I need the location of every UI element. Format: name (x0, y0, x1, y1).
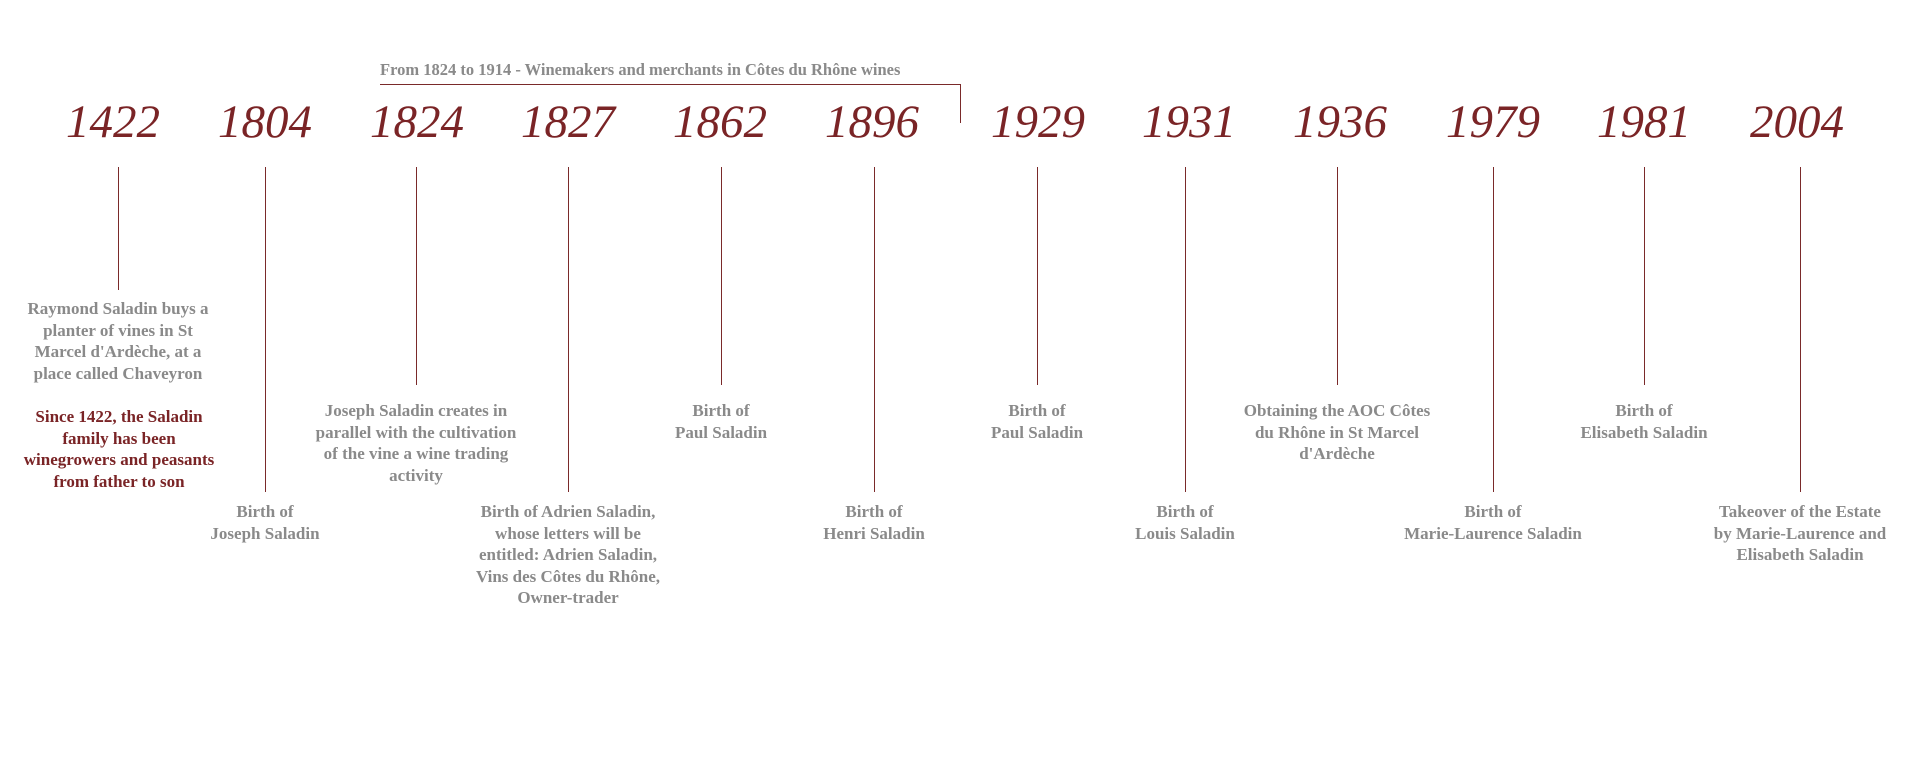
stem-1804 (265, 167, 266, 492)
stem-1422 (118, 167, 119, 290)
year-1936: 1936 (1293, 96, 1387, 148)
event-text-1931: Birth of Louis Saladin (1135, 502, 1235, 543)
stem-1979 (1493, 167, 1494, 492)
year-2004: 2004 (1750, 96, 1844, 148)
event-text-1862: Birth of Paul Saladin (674, 401, 768, 442)
event-text-2004: Takeover of the Estate by Marie-Laurence… (1713, 502, 1887, 564)
year-1931: 1931 (1142, 96, 1236, 148)
stem-1827 (568, 167, 569, 492)
year-1981: 1981 (1597, 96, 1691, 148)
year-1896: 1896 (825, 96, 919, 148)
stem-1931 (1185, 167, 1186, 492)
event-text-1929: Birth of Paul Saladin (990, 401, 1084, 442)
year-1804: 1804 (218, 96, 312, 148)
event-text-1422: Raymond Saladin buys a planter of vines … (27, 299, 209, 383)
period-bracket (380, 84, 961, 123)
event-note-1422: Since 1422, the Saladin family has been … (23, 407, 215, 491)
event-text-1896: Birth of Henri Saladin (823, 502, 925, 543)
stem-1936 (1337, 167, 1338, 385)
event-text-1827: Birth of Adrien Saladin, whose letters w… (475, 502, 661, 607)
year-1862: 1862 (673, 96, 767, 148)
year-1422: 1422 (66, 96, 160, 148)
year-1929: 1929 (991, 96, 1085, 148)
stem-1862 (721, 167, 722, 385)
year-1824: 1824 (370, 96, 464, 148)
event-text-1824: Joseph Saladin creates in parallel with … (315, 401, 517, 485)
event-text-1936: Obtaining the AOC Côtes du Rhône in St M… (1243, 401, 1431, 463)
stem-2004 (1800, 167, 1801, 492)
period-label: From 1824 to 1914 - Winemakers and merch… (380, 60, 901, 79)
stem-1824 (416, 167, 417, 385)
year-1979: 1979 (1446, 96, 1540, 148)
event-text-1804: Birth of Joseph Saladin (210, 502, 320, 543)
event-text-1981: Birth of Elisabeth Saladin (1580, 401, 1708, 442)
stem-1981 (1644, 167, 1645, 385)
event-text-1979: Birth of Marie-Laurence Saladin (1404, 502, 1582, 543)
stem-1929 (1037, 167, 1038, 385)
stem-1896 (874, 167, 875, 492)
year-1827: 1827 (521, 96, 615, 148)
